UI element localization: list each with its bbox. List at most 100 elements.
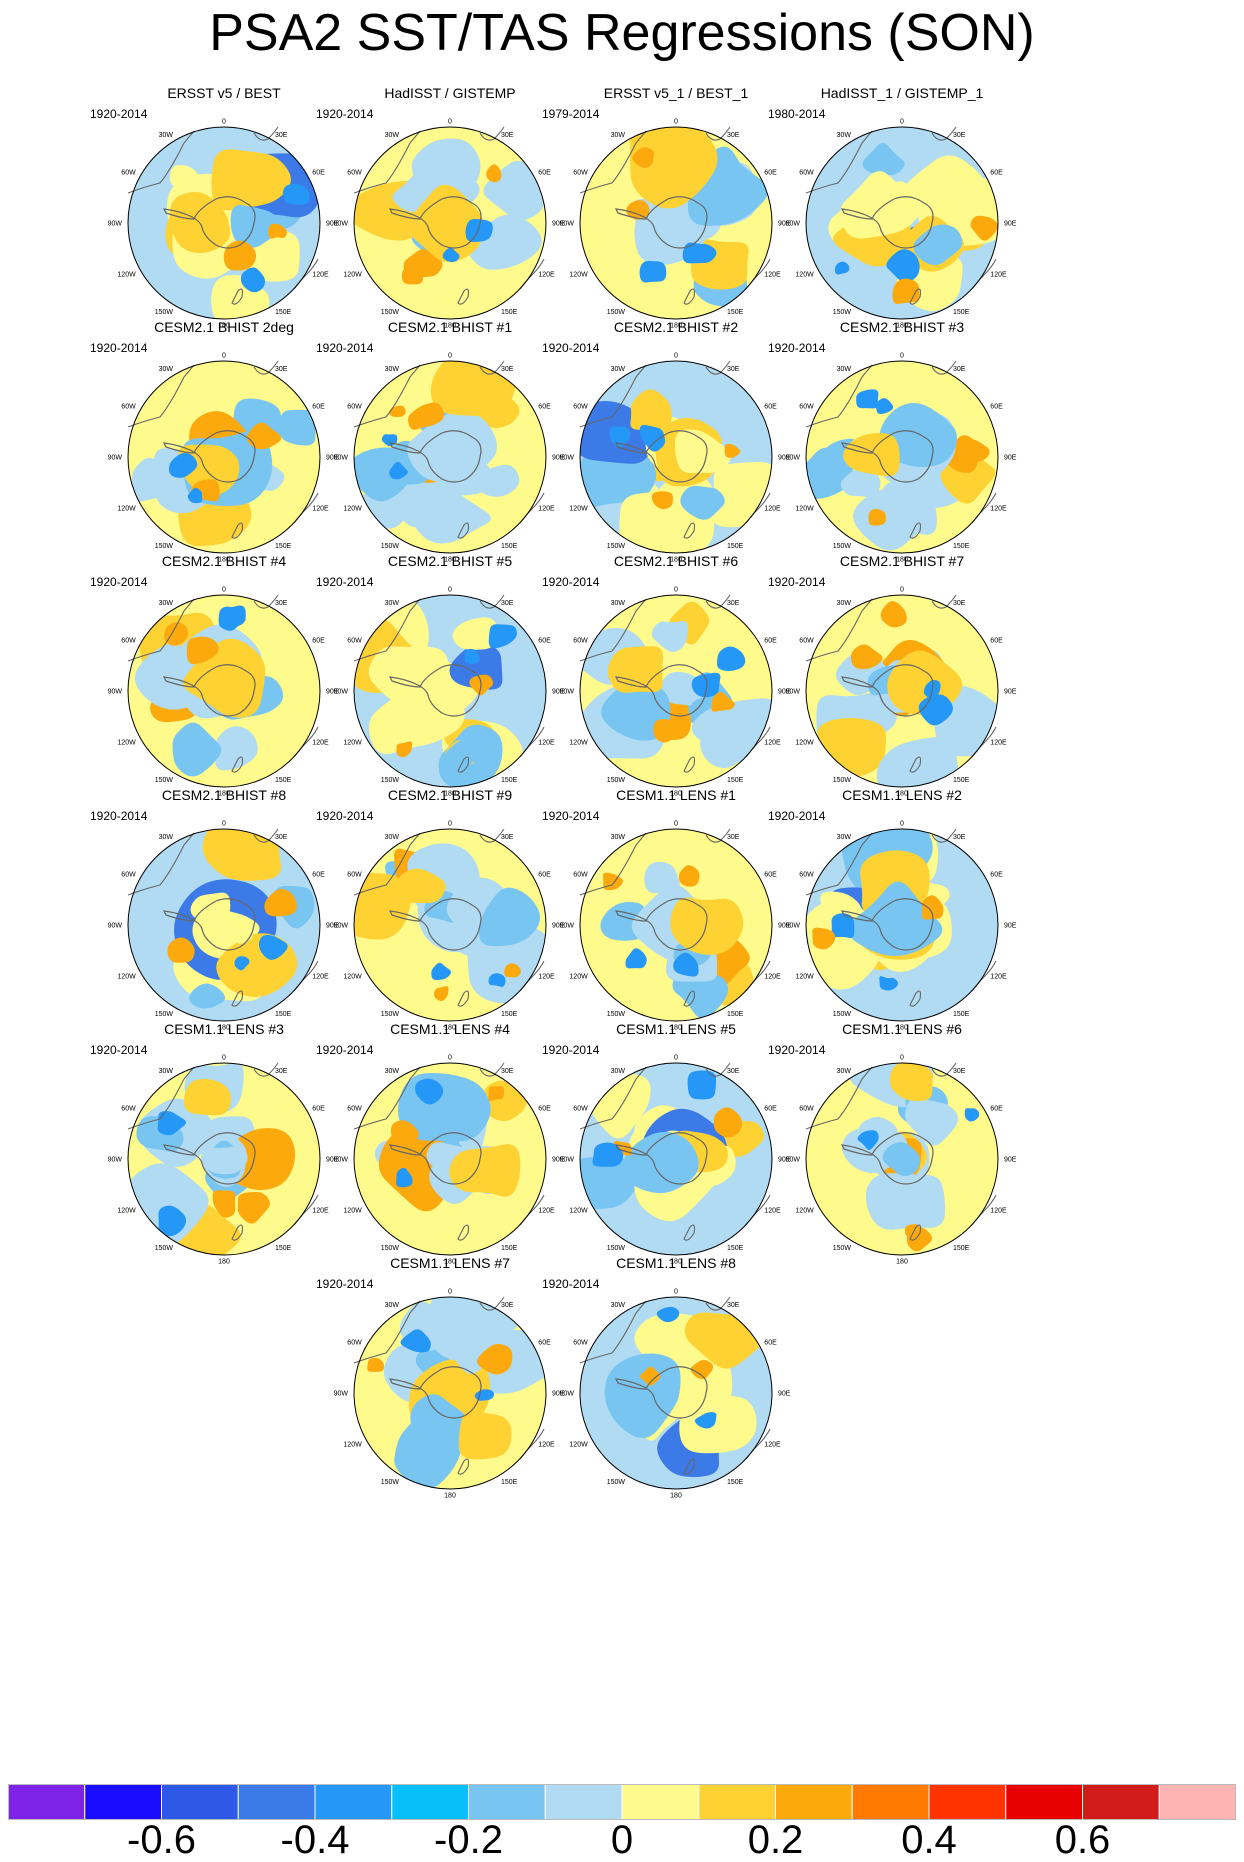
longitude-label: 30W <box>385 366 400 373</box>
longitude-label: 0 <box>448 119 452 126</box>
longitude-label: 90E <box>778 689 791 696</box>
longitude-label: 180 <box>444 1025 456 1032</box>
new-zealand-coastline <box>231 522 244 539</box>
panel-title: CESM1.1 LENS #2 <box>842 787 962 803</box>
longitude-label: 180 <box>218 791 230 798</box>
panel-title: HadISST_1 / GISTEMP_1 <box>820 85 984 101</box>
longitude-label: 60E <box>538 404 551 411</box>
longitude-label: 180 <box>896 791 908 798</box>
longitude-label: 0 <box>674 119 678 126</box>
longitude-label: 60W <box>799 638 814 645</box>
longitude-label: 90E <box>778 221 791 228</box>
longitude-label: 30W <box>159 1068 174 1075</box>
field-extreme <box>264 888 298 917</box>
africa-coastline <box>253 1062 279 1077</box>
map-boundary <box>805 828 999 1022</box>
field-anomaly <box>203 1146 248 1175</box>
longitude-label: 90W <box>560 1157 575 1164</box>
field-layer <box>354 1063 546 1255</box>
longitude-label: 150W <box>607 1479 626 1486</box>
south-america-coastline <box>353 832 421 896</box>
field-anomaly <box>407 411 498 483</box>
colorbar-tick-label: 0.6 <box>1054 1818 1111 1862</box>
map-panel: CESM1.1 LENS #2 1920-2014 0 30E 60E 90E 120E 15… <box>768 787 1036 1057</box>
field-extreme <box>186 636 219 665</box>
longitude-label: 150E <box>953 1011 970 1018</box>
south-america-coastline <box>353 1300 421 1364</box>
longitude-label: 60W <box>121 638 136 645</box>
new-zealand-coastline <box>457 1458 470 1475</box>
panel-title: CESM2.1 BHIST #8 <box>161 787 287 803</box>
longitude-label: 30E <box>501 834 514 841</box>
map-panel: HadISST_1 / GISTEMP_1 1980-2014 0 30E 60E 90E… <box>768 85 1036 355</box>
longitude-label: 30W <box>837 834 852 841</box>
field-extreme <box>390 1120 419 1144</box>
panel-period: 1979-2014 <box>542 107 600 121</box>
longitude-label: 90W <box>334 689 349 696</box>
polar-map: 0 30E 60E 90E 120E 150E 180 150W 120W 90W 60W 30W <box>334 119 565 330</box>
longitude-label: 30W <box>159 366 174 373</box>
field-anomaly <box>280 409 316 446</box>
longitude-label: 90W <box>786 221 801 228</box>
longitude-label: 120W <box>343 974 362 981</box>
longitude-label: 150E <box>953 309 970 316</box>
field-extreme <box>282 183 310 205</box>
field-anomaly <box>394 868 446 904</box>
longitude-label: 60W <box>573 872 588 879</box>
longitude-label: 120E <box>764 1208 781 1215</box>
field-extreme <box>632 147 655 168</box>
field-layer <box>354 127 546 319</box>
south-america-coastline <box>579 598 647 662</box>
field-extreme <box>240 267 266 293</box>
africa-coastline <box>705 594 731 609</box>
longitude-label: 150W <box>833 309 852 316</box>
longitude-label: 150W <box>381 777 400 784</box>
longitude-label: 30E <box>953 132 966 139</box>
longitude-label: 60E <box>990 404 1003 411</box>
panel-title: CESM2.1 BHIST #9 <box>387 787 513 803</box>
field-extreme <box>168 452 198 478</box>
field-extreme <box>212 1190 236 1218</box>
new-zealand-coastline <box>909 1224 922 1241</box>
longitude-label: 90E <box>326 923 339 930</box>
africa-coastline <box>479 1062 505 1077</box>
field-extreme <box>433 986 449 1002</box>
africa-coastline <box>931 828 957 843</box>
longitude-label: 60E <box>312 170 325 177</box>
longitude-label: 60W <box>121 170 136 177</box>
field-layer <box>580 829 772 1021</box>
map-panel: ERSST v5 / BEST 1920-2014 0 30E 60E 90E 120E 15… <box>90 85 358 355</box>
field-layer <box>354 361 546 553</box>
field-extreme <box>868 508 887 526</box>
colorbar-bin <box>237 1784 316 1820</box>
polar-map: 0 30E 60E 90E 120E 150E 180 150W 120W 90W 60W 30W <box>108 119 339 330</box>
new-zealand-coastline <box>683 990 696 1007</box>
field-extreme <box>488 624 517 649</box>
field-anomaly <box>680 485 725 520</box>
longitude-label: 180 <box>670 1259 682 1266</box>
field-extreme <box>880 601 907 628</box>
africa-coastline <box>705 1296 731 1311</box>
panel-period: 1920-2014 <box>768 575 826 589</box>
field-anomaly <box>354 447 414 502</box>
field-layer <box>128 829 320 1021</box>
longitude-label: 120W <box>569 1442 588 1449</box>
longitude-label: 90E <box>552 1157 565 1164</box>
panel-period: 1920-2014 <box>316 1043 374 1057</box>
field-anomaly <box>840 467 881 498</box>
longitude-label: 180 <box>444 323 456 330</box>
field-extreme <box>678 865 700 887</box>
longitude-label: 60E <box>990 170 1003 177</box>
longitude-label: 60W <box>799 872 814 879</box>
south-america-coastline <box>127 1066 195 1130</box>
longitude-label: 120E <box>312 1208 329 1215</box>
antarctica-coastline <box>162 898 256 951</box>
field-anomaly <box>905 1097 959 1146</box>
polar-map: 0 30E 60E 90E 120E 150E 180 150W 120W 90W 60W 30W <box>108 587 339 798</box>
longitude-label: 150E <box>275 309 292 316</box>
field-anomaly <box>169 164 200 194</box>
longitude-label: 120E <box>990 506 1007 513</box>
map-boundary <box>579 1296 773 1490</box>
field-anomaly <box>189 983 226 1009</box>
panel-title: ERSST v5 / BEST <box>167 85 281 101</box>
